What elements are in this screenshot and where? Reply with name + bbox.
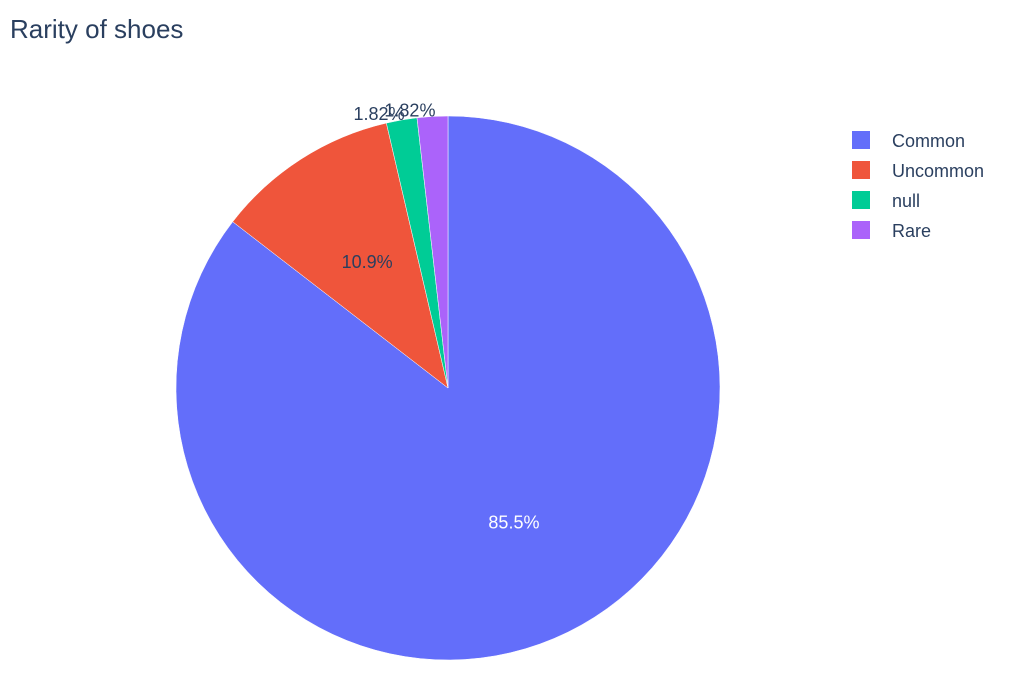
legend-label-common: Common: [892, 131, 965, 151]
pie-slice-rare[interactable]: [416, 115, 449, 389]
legend-label-rare: Rare: [892, 221, 931, 241]
legend-swatch-uncommon: [852, 161, 870, 179]
legend-swatch-rare: [852, 221, 870, 239]
pie-slice-common[interactable]: [175, 115, 721, 661]
pie-slices: [175, 115, 721, 661]
legend[interactable]: Common Uncommon null Rare: [852, 131, 984, 241]
chart-title: Rarity of shoes: [10, 14, 183, 44]
slice-label-common: 85.5%: [488, 512, 539, 532]
legend-label-uncommon: Uncommon: [892, 161, 984, 181]
legend-swatch-null: [852, 191, 870, 209]
legend-item-common[interactable]: Common: [852, 131, 965, 151]
legend-swatch-common: [852, 131, 870, 149]
slice-label-null: 1.82%: [354, 104, 405, 124]
legend-item-uncommon[interactable]: Uncommon: [852, 161, 984, 181]
legend-label-null: null: [892, 191, 920, 211]
slice-label-rare: 1.82%: [384, 100, 435, 120]
legend-item-null[interactable]: null: [852, 191, 920, 211]
legend-item-rare[interactable]: Rare: [852, 221, 931, 241]
slice-label-uncommon: 10.9%: [342, 252, 393, 272]
pie-slice-labels: 85.5% 10.9% 1.82%1.82%: [342, 100, 540, 532]
pie-slice-uncommon[interactable]: [232, 122, 449, 389]
